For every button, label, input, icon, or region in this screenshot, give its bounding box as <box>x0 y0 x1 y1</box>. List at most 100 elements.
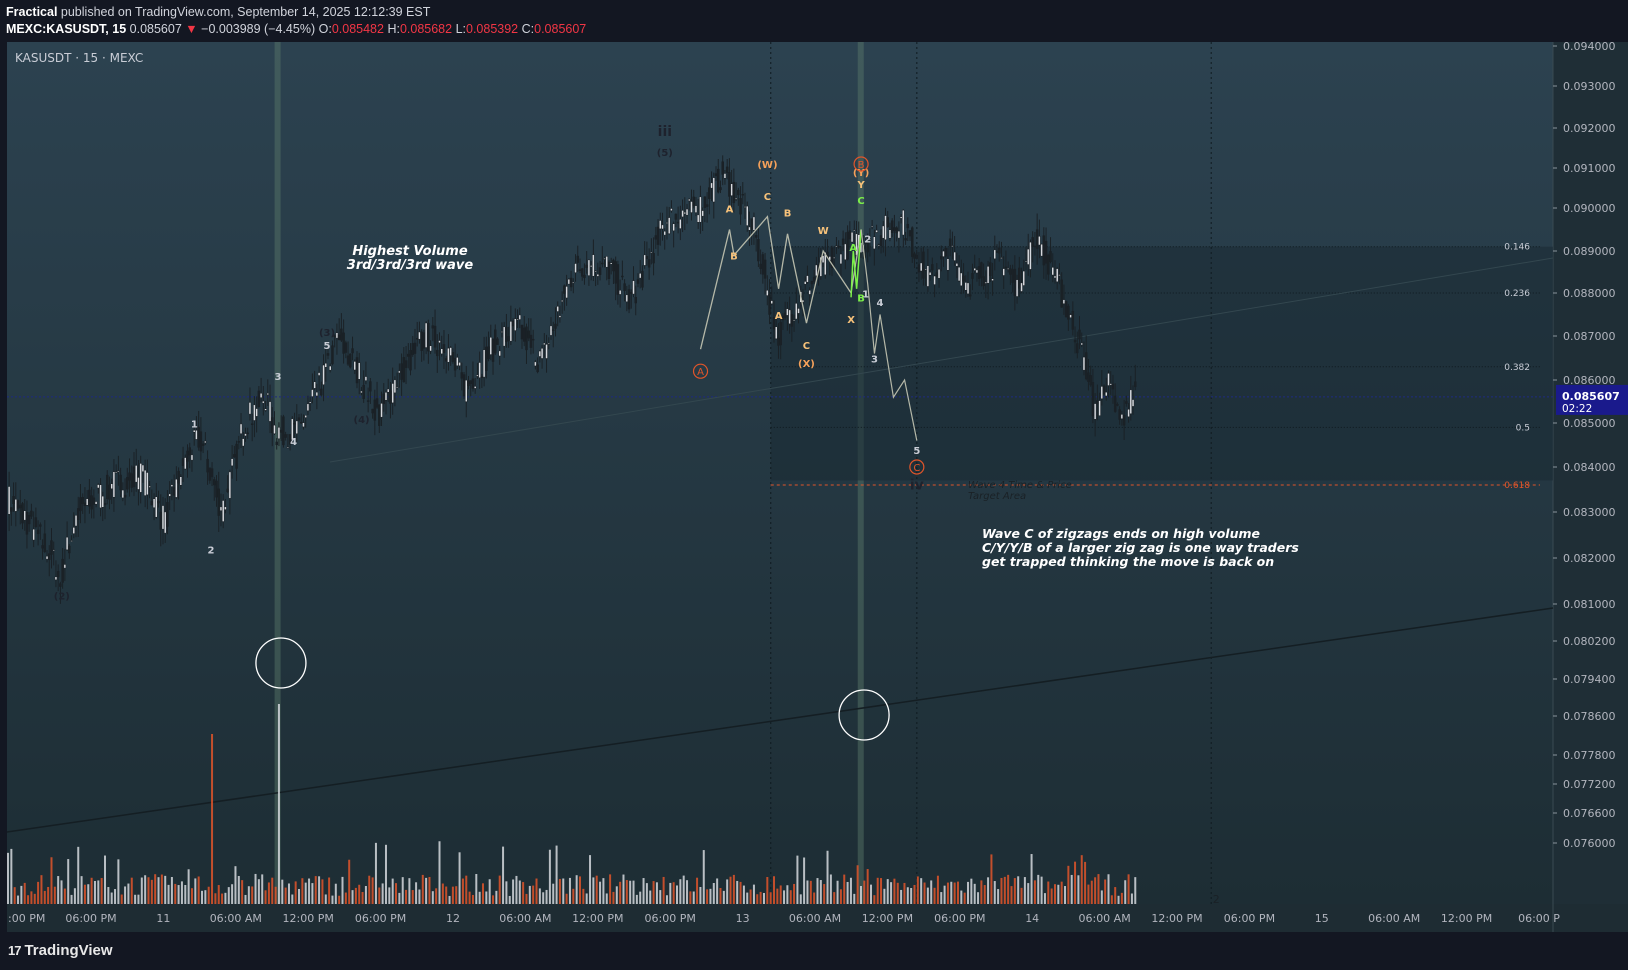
tradingview-logo[interactable]: 17 TradingView <box>8 942 113 959</box>
price-axis-background <box>1553 42 1628 904</box>
candle <box>667 217 671 234</box>
volume-bar <box>338 895 341 904</box>
bottom-marker: 2 <box>1213 893 1220 906</box>
candle <box>754 235 758 238</box>
volume-bar <box>706 889 709 904</box>
volume-bar <box>686 880 689 904</box>
volume-bar <box>481 883 484 904</box>
x-tick-label: 12:00 PM <box>862 912 913 925</box>
volume-bar <box>201 890 204 904</box>
volume-bar <box>207 886 210 904</box>
candle <box>422 332 426 349</box>
candle <box>224 506 227 510</box>
candle <box>547 343 551 345</box>
symbol-label[interactable]: MEXC:KASUSDT, 15 <box>6 22 127 36</box>
wave-impulse <box>860 229 918 441</box>
x-tick-label: 11 <box>156 912 170 925</box>
volume-bar <box>809 880 812 904</box>
volume-bar <box>461 878 464 904</box>
time-axis-background <box>7 904 1628 932</box>
author-name[interactable]: Fractical <box>6 5 58 19</box>
candle <box>438 340 441 344</box>
candle <box>953 251 956 261</box>
candle <box>884 215 887 240</box>
candle <box>781 315 785 321</box>
candle <box>237 441 241 443</box>
candle <box>458 362 461 367</box>
candle <box>951 245 954 247</box>
candle <box>90 495 93 510</box>
volume-bar <box>602 878 605 904</box>
candle <box>1024 260 1028 263</box>
candle <box>868 238 872 241</box>
volume-bar <box>1003 876 1006 904</box>
volume-bar <box>341 876 344 904</box>
candle <box>41 545 44 549</box>
chart-area[interactable]: 0.146 0.236 0.382 0.5 0.618 (2) 1 2 3 4 5 (3) (4) ii… <box>0 42 1628 932</box>
x-tick-label: 06:00 PM <box>645 912 696 925</box>
volume-bar <box>20 885 23 904</box>
volume-bar <box>525 893 528 904</box>
annotation-wave-333: 3rd/3rd/3rd wave <box>347 258 474 273</box>
x-tick-label: 06:00 PM <box>934 912 985 925</box>
candle <box>326 353 330 356</box>
candle <box>946 258 950 271</box>
y-tick-label: 0.077200 <box>1563 778 1616 791</box>
candle <box>1011 269 1014 283</box>
y-tick-label: 0.077800 <box>1563 749 1616 762</box>
volume-bar <box>762 892 765 904</box>
volume-bar <box>876 877 879 904</box>
volume-bar <box>97 880 100 904</box>
candle <box>837 245 840 248</box>
candle <box>250 423 254 425</box>
candle <box>219 506 223 511</box>
volume-bar <box>415 882 418 904</box>
candle <box>911 227 914 257</box>
volume-bar <box>274 886 277 904</box>
candle <box>962 275 965 282</box>
candle <box>895 227 898 234</box>
volume-bar <box>920 878 923 904</box>
candle <box>1026 248 1030 265</box>
volume-bar <box>960 890 963 904</box>
low-value: 0.085392 <box>466 22 519 36</box>
volume-bar <box>662 876 665 904</box>
volume-bar <box>538 888 541 904</box>
candle <box>672 223 675 232</box>
candle <box>440 348 443 355</box>
volume-bar <box>846 881 849 904</box>
candle <box>1009 268 1012 275</box>
volume-bar <box>839 889 842 904</box>
wave-label: 2 <box>864 234 871 245</box>
wave-label: A <box>849 243 857 254</box>
candle <box>201 443 205 446</box>
y-tick-label: 0.091000 <box>1563 162 1616 175</box>
volume-bar <box>619 881 622 904</box>
candle <box>119 474 122 491</box>
volume-bar <box>1067 865 1070 904</box>
candle <box>324 362 328 368</box>
volume-bar <box>231 884 234 904</box>
candle <box>246 432 249 435</box>
volume-bar <box>170 876 173 904</box>
candle <box>1080 342 1083 346</box>
volume-bar <box>799 894 802 904</box>
volume-bar <box>144 875 147 904</box>
volume-bar <box>1074 861 1077 904</box>
volume-bar <box>1117 895 1120 904</box>
candle <box>919 262 923 272</box>
candle <box>554 323 557 329</box>
wave-label: 2 <box>208 545 215 556</box>
candle <box>960 272 963 287</box>
volume-bar <box>378 887 381 904</box>
volume-bar <box>682 875 685 904</box>
candle <box>52 549 55 551</box>
candle <box>1031 237 1034 247</box>
volume-bar <box>140 877 143 904</box>
candle <box>215 480 218 498</box>
wave-circle-label: A <box>697 367 704 378</box>
candle <box>1096 400 1099 405</box>
volume-bar <box>702 850 705 904</box>
wave-label: 1 <box>862 289 869 300</box>
